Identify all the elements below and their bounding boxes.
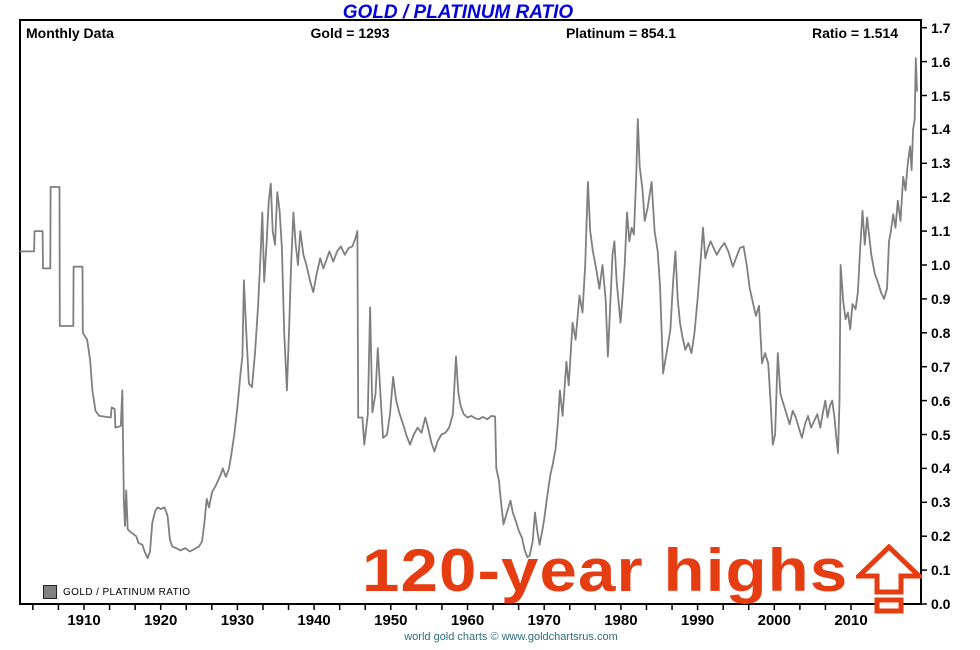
- legend-label: GOLD / PLATINUM RATIO: [63, 586, 191, 598]
- y-axis-label: 1.1: [931, 223, 951, 240]
- y-axis-label: 1.4: [931, 121, 951, 138]
- y-axis-label: 0.8: [931, 324, 951, 341]
- y-axis-label: 1.2: [931, 189, 951, 206]
- x-axis-label: 1960: [450, 612, 485, 629]
- up-arrow-icon: [856, 544, 922, 614]
- y-axis-label: 0.1: [931, 562, 951, 579]
- legend-swatch-icon: [43, 585, 57, 599]
- y-axis-label: 1.7: [931, 19, 951, 36]
- x-axis-label: 1980: [604, 612, 638, 629]
- y-axis-label: 0.3: [931, 494, 951, 511]
- x-axis-label: 1990: [680, 612, 715, 629]
- y-axis-label: 0.7: [931, 358, 951, 375]
- page-title: GOLD / PLATINUM RATIO: [342, 2, 574, 23]
- x-axis-label: 1920: [144, 612, 178, 629]
- header-gold-value: Gold = 1293: [310, 25, 390, 41]
- annotation-120-year-highs: 120-year highs: [362, 537, 849, 604]
- header-monthly-data: Monthly Data: [26, 25, 114, 41]
- legend: GOLD / PLATINUM RATIO: [43, 585, 191, 599]
- y-axis-label: 0.0: [931, 596, 951, 612]
- y-axis-label: 0.5: [931, 426, 951, 443]
- x-axis-label: 2000: [757, 612, 791, 629]
- plot-frame: [19, 19, 922, 605]
- y-axis-label: 0.6: [931, 392, 951, 409]
- attribution: world gold charts © www.goldchartsrus.co…: [404, 631, 618, 643]
- x-axis-label: 1940: [297, 612, 331, 629]
- x-axis-label: 1930: [220, 612, 255, 629]
- x-axis-label: 1910: [67, 612, 101, 629]
- x-axis-label: 1950: [374, 612, 408, 629]
- y-axis-label: 1.3: [931, 155, 951, 172]
- x-axis-label: 2010: [834, 612, 868, 629]
- y-axis-label: 1.5: [931, 87, 951, 104]
- y-axis-label: 0.4: [931, 460, 951, 477]
- header-platinum-value: Platinum = 854.1: [565, 25, 677, 41]
- y-axis-label: 1.0: [931, 257, 951, 273]
- y-axis-label: 0.2: [931, 528, 951, 545]
- gold-platinum-ratio-line: [19, 57, 918, 560]
- header-ratio-value: Ratio = 1.514: [812, 25, 898, 41]
- x-axis-label: 1970: [527, 612, 561, 629]
- y-axis-label: 1.6: [931, 53, 951, 70]
- y-axis-label: 0.9: [931, 290, 951, 307]
